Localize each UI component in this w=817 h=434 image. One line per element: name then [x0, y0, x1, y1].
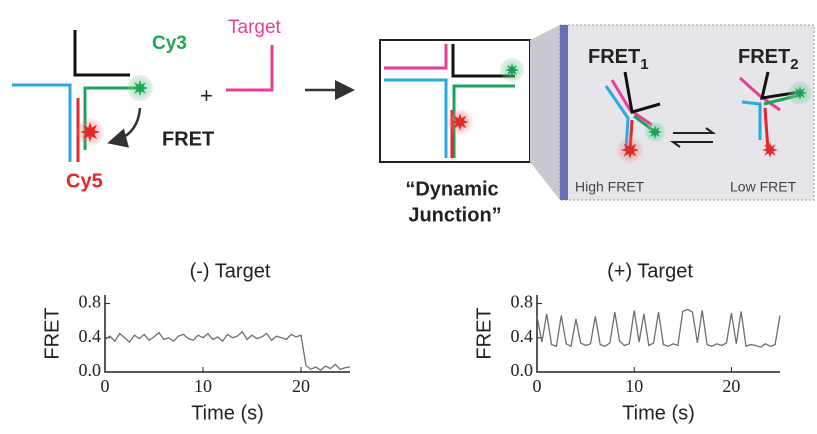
- y-tick-label: 0.4: [79, 326, 102, 346]
- figure: Cy3 FRET Cy5 + Target “Dynamic Junction”…: [0, 0, 817, 434]
- axes: [105, 295, 350, 372]
- fluorophore: [80, 122, 100, 142]
- x-tick-label: 20: [292, 376, 310, 396]
- y-axis-label: FRET: [41, 307, 63, 359]
- x-axis-label: Time (s): [191, 402, 264, 424]
- fluorophore: [132, 80, 148, 96]
- chart-title: (-) Target: [190, 260, 271, 282]
- trace: [105, 332, 350, 371]
- fret1: FRET: [588, 46, 640, 68]
- x-tick-label: 20: [722, 376, 740, 396]
- cy3-label: Cy3: [152, 33, 187, 54]
- fret2: FRET: [738, 46, 790, 68]
- fluorophore: [505, 63, 519, 77]
- low-fret-label: Low FRET: [730, 179, 797, 195]
- y-tick-label: 0.8: [79, 292, 102, 312]
- x-tick-label: 0: [533, 376, 542, 396]
- fret2-sub: 2: [790, 56, 798, 73]
- fret-arrow: [112, 108, 140, 142]
- target-strand: [226, 45, 272, 90]
- caption: “Dynamic: [405, 178, 498, 200]
- fluorophore: [451, 113, 469, 131]
- y-tick-label: 0.0: [511, 360, 534, 380]
- fluorophore: [762, 142, 778, 158]
- page: {"diagram": { "cy3": "Cy3", "target": "T…: [0, 0, 817, 434]
- fluorophore: [793, 86, 807, 100]
- high-fret-label: High FRET: [575, 179, 645, 195]
- cy5-label: Cy5: [66, 170, 103, 192]
- x-tick-label: 10: [625, 376, 643, 396]
- caption: Junction”: [408, 204, 501, 226]
- plus: +: [200, 83, 213, 108]
- chart-title: (+) Target: [607, 260, 693, 282]
- y-tick-label: 0.4: [511, 326, 534, 346]
- fluorophore: [648, 125, 662, 139]
- fret-label: FRET: [162, 128, 214, 150]
- y-axis-label: FRET: [473, 307, 495, 359]
- x-axis-label: Time (s): [622, 402, 695, 424]
- x-tick-label: 0: [101, 376, 110, 396]
- trace: [537, 310, 780, 348]
- zoom-connector: [530, 25, 560, 200]
- target-label: Target: [228, 17, 282, 38]
- fret1-sub: 1: [640, 56, 648, 73]
- y-tick-label: 0.8: [511, 292, 534, 312]
- y-tick-label: 0.0: [79, 360, 102, 380]
- fluorophore: [621, 141, 639, 159]
- junction-left: [12, 30, 140, 162]
- x-tick-label: 10: [194, 376, 212, 396]
- zoom-edge: [560, 25, 568, 200]
